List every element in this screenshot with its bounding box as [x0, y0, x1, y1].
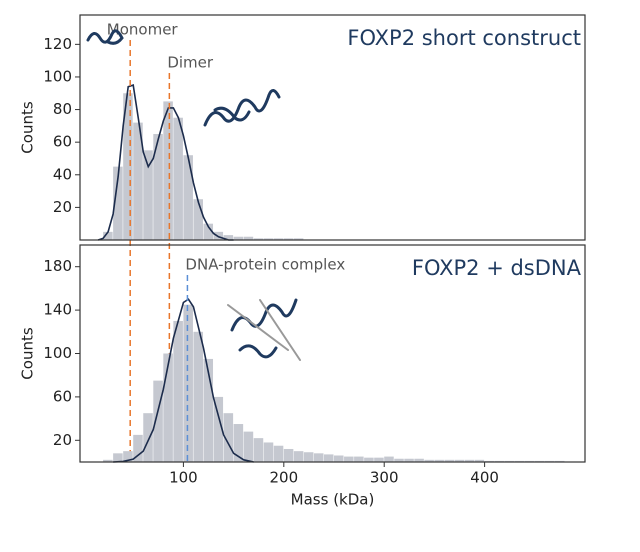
- histogram-bar: [384, 456, 394, 462]
- plot-frame: [79, 14, 586, 241]
- panel: DNA-protein complex 20 60 100 140 180 100 200 30…: [19, 244, 586, 509]
- y-axis-label: Counts: [19, 101, 37, 154]
- y-axis-label: Counts: [19, 327, 37, 380]
- histogram-bar: [323, 454, 334, 462]
- histogram-bar: [143, 150, 153, 240]
- histogram-bar: [243, 236, 254, 240]
- histogram-bar: [464, 459, 475, 462]
- y-tick-label: 100: [43, 67, 72, 85]
- x-tick-label: 100: [169, 469, 198, 487]
- histogram-bar: [454, 459, 465, 462]
- histogram-bar: [233, 424, 244, 462]
- histogram-bar: [424, 459, 434, 462]
- y-tick-label: 120: [43, 35, 72, 53]
- histogram-bar: [173, 320, 183, 462]
- histogram-bar: [193, 331, 203, 462]
- y-tick-label: 140: [43, 301, 72, 319]
- histogram-bar: [163, 101, 173, 240]
- histogram-bar: [113, 166, 123, 240]
- histogram-bar: [334, 455, 344, 462]
- y-tick-label: 20: [53, 431, 72, 449]
- histogram-bar: [113, 453, 123, 462]
- histogram-bar: [263, 442, 274, 462]
- panel: Monomer Dimer 20 40 60 80 100 120 FOXP2 short co…: [19, 14, 586, 462]
- monomer-icon: [86, 29, 124, 45]
- histogram-bar: [303, 452, 314, 462]
- histogram-bar: [313, 453, 324, 462]
- histogram-bar: [223, 235, 234, 240]
- histogram-bar: [223, 413, 234, 462]
- y-tick-label: 100: [43, 344, 72, 362]
- dimer-icon: [203, 89, 281, 127]
- histogram-bar: [293, 451, 304, 462]
- histogram-bar: [163, 353, 173, 462]
- marker-label: Monomer: [107, 21, 179, 39]
- histogram-bar: [434, 459, 444, 462]
- histogram-bar: [253, 238, 264, 240]
- histogram-bar: [173, 117, 183, 240]
- histogram-bar: [183, 155, 193, 240]
- histogram-bar: [193, 199, 203, 240]
- histogram-bar: [354, 456, 364, 462]
- fit-curve: [113, 298, 254, 463]
- marker-label: Dimer: [167, 54, 214, 72]
- y-tick-label: 60: [53, 133, 72, 151]
- y-tick-label: 60: [53, 387, 72, 405]
- y-tick-label: 40: [53, 165, 72, 183]
- chart-title: FOXP2 + dsDNA: [412, 256, 582, 280]
- histogram-bar: [293, 238, 304, 240]
- histogram-bar: [153, 380, 163, 462]
- dna-icon: [227, 299, 301, 361]
- histogram-bar: [243, 431, 254, 462]
- x-axis-label: Mass (kDa): [291, 491, 375, 509]
- histogram-bar: [103, 459, 113, 462]
- histogram-bar: [153, 134, 163, 240]
- histogram-bar: [123, 93, 133, 241]
- histogram-bar: [273, 445, 284, 462]
- marker-label: DNA-protein complex: [185, 256, 345, 274]
- x-tick-label: 400: [470, 469, 499, 487]
- histogram-bar: [143, 413, 153, 462]
- histogram-bar: [263, 238, 274, 240]
- fit-curve: [97, 84, 234, 241]
- histogram-bar: [123, 451, 133, 462]
- histogram-bar: [394, 458, 404, 462]
- histogram-bar: [203, 223, 214, 240]
- histogram-bar: [344, 456, 354, 462]
- y-tick-label: 180: [43, 257, 72, 275]
- histogram-bar: [203, 358, 214, 462]
- histogram-bar: [183, 304, 193, 462]
- histogram-bar: [233, 236, 244, 240]
- histogram-bar: [213, 396, 224, 462]
- histogram-bar: [103, 231, 113, 240]
- histogram-bar: [364, 457, 374, 462]
- histogram-bar: [414, 458, 424, 462]
- histogram-bar: [133, 434, 143, 462]
- y-tick-label: 80: [53, 100, 72, 118]
- histogram-bar: [474, 459, 485, 462]
- histogram-bar: [283, 238, 294, 240]
- protein-icons: [86, 29, 301, 361]
- y-tick-label: 20: [53, 198, 72, 216]
- chart-title: FOXP2 short construct: [347, 26, 581, 50]
- histogram-bar: [283, 448, 294, 462]
- x-tick-label: 200: [269, 469, 298, 487]
- histogram-bar: [374, 457, 384, 462]
- histogram-bar: [133, 122, 143, 240]
- histogram-bar: [444, 459, 454, 462]
- x-tick-label: 300: [370, 469, 399, 487]
- histogram-bar: [273, 238, 284, 240]
- histogram-bar: [404, 458, 414, 462]
- histogram-bar: [253, 438, 264, 462]
